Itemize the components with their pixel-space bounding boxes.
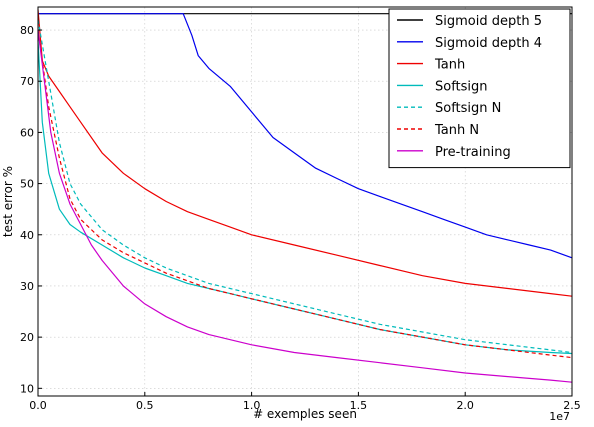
x-tick-label: 2.0 [456, 399, 474, 412]
legend-label: Softsign [435, 79, 488, 94]
x-axis-label: # exemples seen [253, 407, 357, 421]
y-tick-label: 10 [20, 382, 34, 395]
series-line [37, 29, 573, 383]
legend-label: Tanh N [434, 123, 479, 138]
series-layer [37, 9, 573, 383]
x-tick-label: 2.5 [563, 399, 581, 412]
x-tick-label: 0.5 [136, 399, 154, 412]
y-tick-label: 40 [20, 229, 34, 242]
legend-label: Tanh [434, 58, 465, 73]
legend-label: Pre-training [435, 145, 511, 160]
x-tick-label: 0.0 [29, 399, 47, 412]
series-line [37, 9, 573, 297]
y-tick-label: 30 [20, 280, 34, 293]
y-tick-label: 60 [20, 126, 34, 139]
y-tick-label: 20 [20, 331, 34, 344]
y-tick-label: 50 [20, 178, 34, 191]
x-tick-label: 1.0 [243, 399, 261, 412]
legend-label: Sigmoid depth 4 [435, 36, 542, 51]
x-tick-label: 1.5 [350, 399, 368, 412]
legend-frame [388, 8, 571, 169]
x-scale-label: 1e7 [549, 410, 570, 423]
legend-label: Sigmoid depth 5 [435, 14, 542, 29]
series-line [37, 19, 573, 354]
legend-label: Softsign N [435, 101, 501, 116]
ticks: 0.0 0.5 1.0 1.5 2.0 2.5 10 20 30 40 50 60 70 80 [20, 24, 581, 412]
y-axis-label: test error % [1, 166, 15, 237]
series-line [37, 29, 573, 359]
y-tick-label: 70 [20, 75, 34, 88]
plot-frame [37, 6, 573, 397]
y-tick-label: 80 [20, 24, 34, 37]
legend: Sigmoid depth 5 Sigmoid depth 4 Tanh Softsi… [388, 8, 571, 169]
series-line [38, 13, 573, 259]
